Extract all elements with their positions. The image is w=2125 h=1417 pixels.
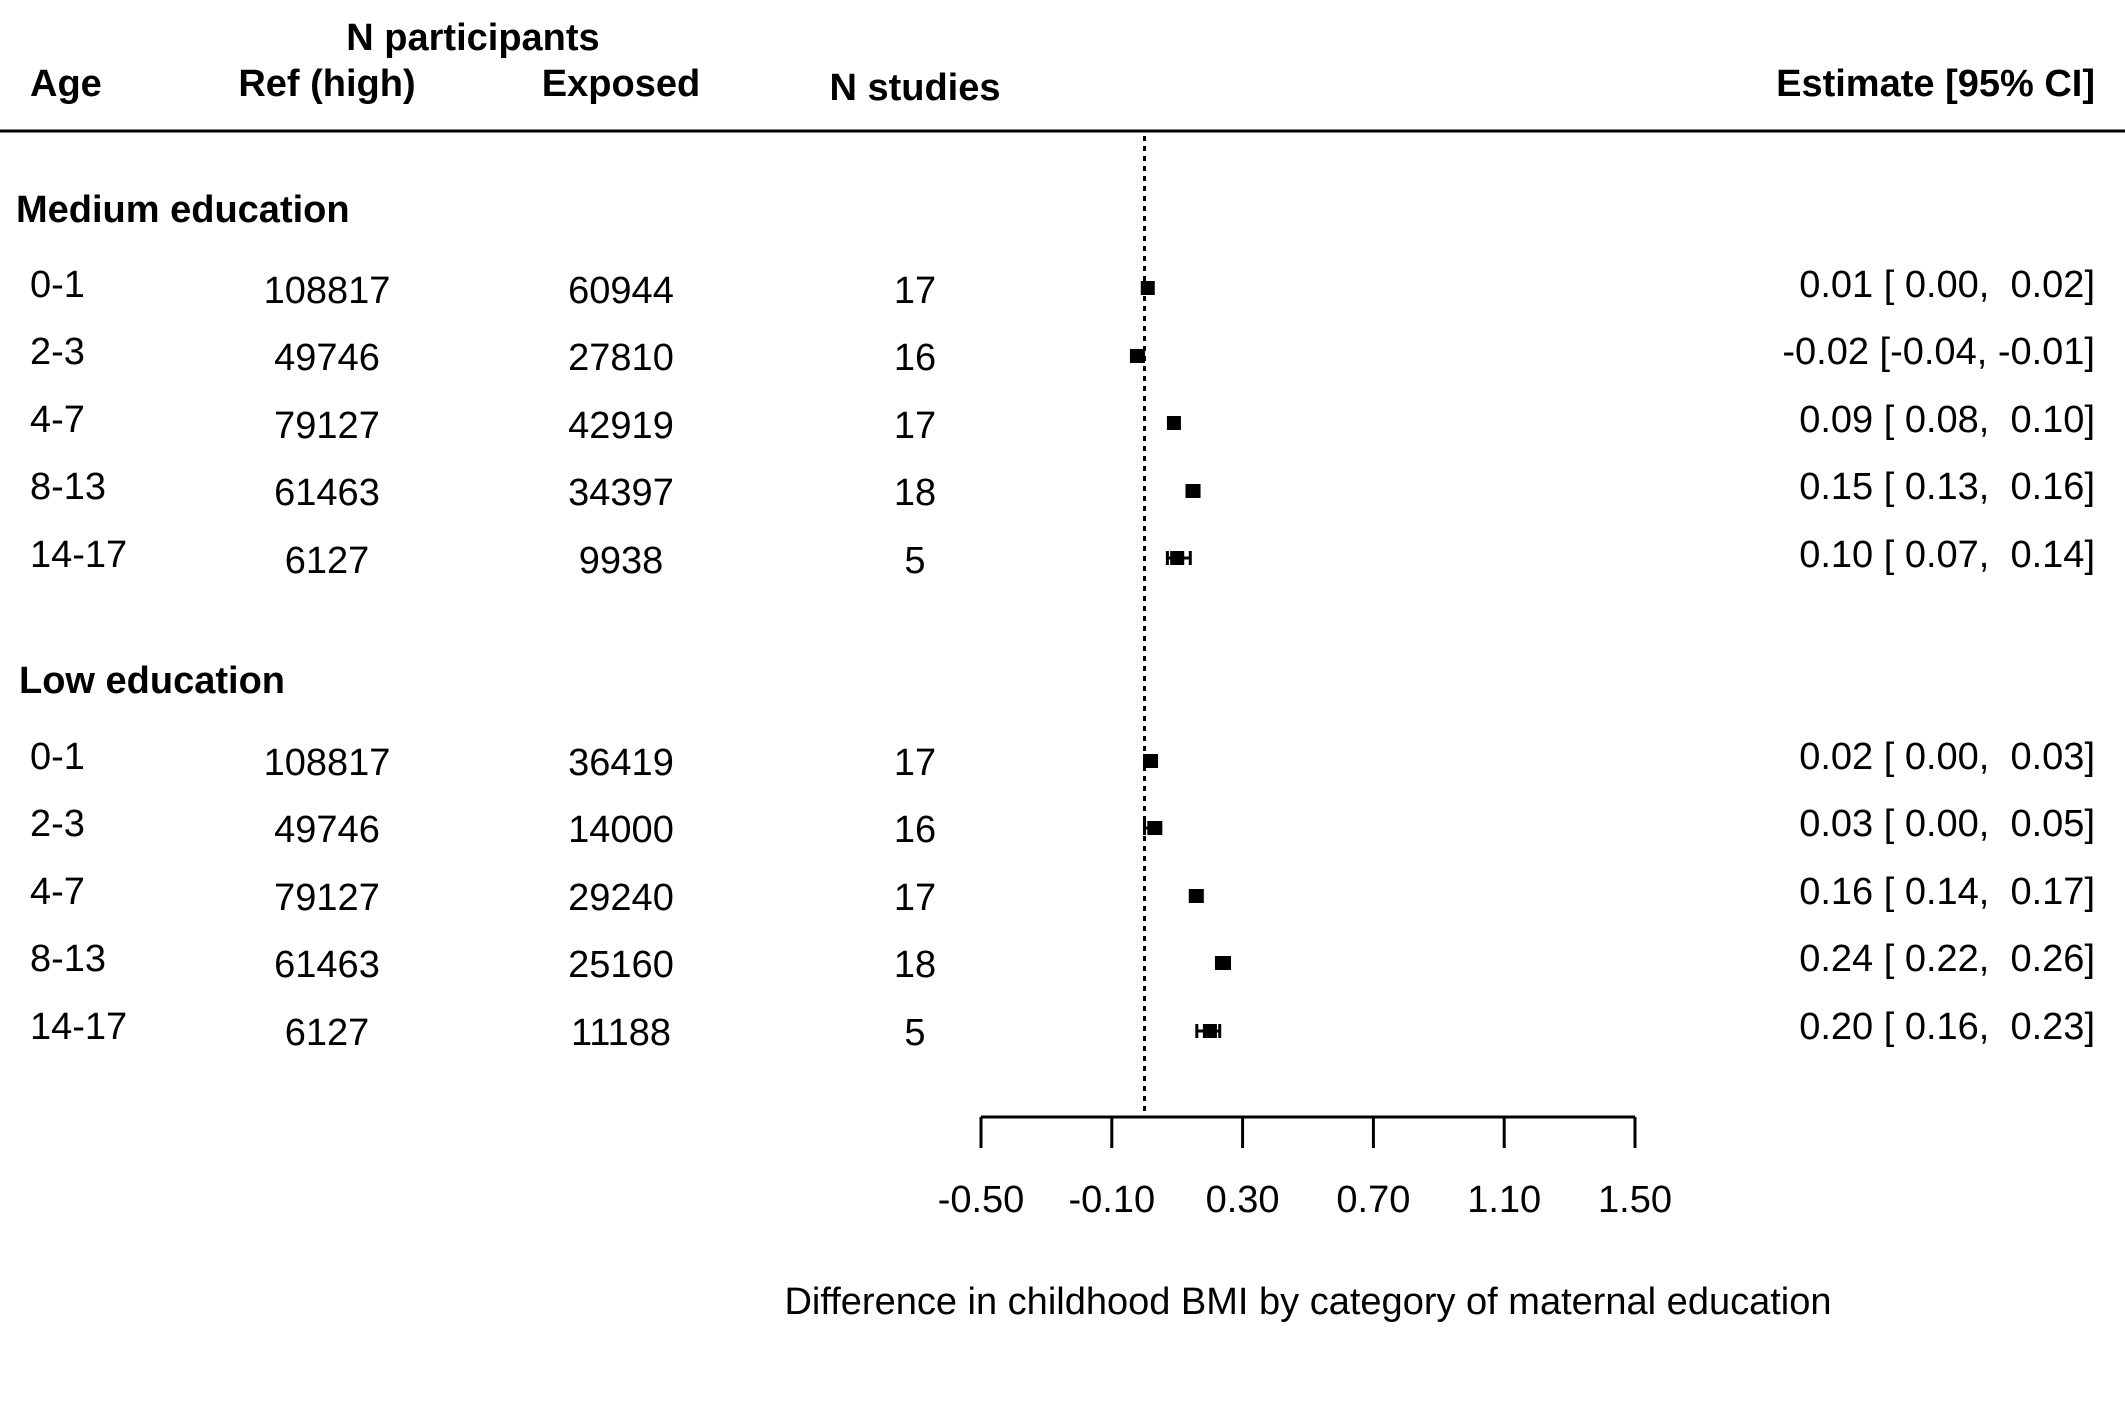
n-studies-cell: 18 bbox=[894, 472, 936, 514]
group-label-low-education: Low education bbox=[19, 660, 285, 702]
x-tick-label: -0.50 bbox=[938, 1179, 1025, 1221]
exposed-cell: 11188 bbox=[571, 1012, 671, 1054]
header-n-studies: N studies bbox=[829, 67, 1000, 109]
estimate-cell: 0.15 [ 0.13, 0.16] bbox=[1799, 466, 2095, 508]
age-cell: 2-3 bbox=[30, 803, 85, 845]
n-studies-cell: 5 bbox=[904, 1012, 925, 1054]
exposed-cell: 27810 bbox=[568, 337, 674, 379]
header-n-participants: N participants bbox=[346, 17, 599, 59]
estimate-cell: 0.20 [ 0.16, 0.23] bbox=[1799, 1006, 2095, 1048]
age-cell: 4-7 bbox=[30, 871, 85, 913]
x-tick-label: 1.10 bbox=[1467, 1179, 1541, 1221]
exposed-cell: 9938 bbox=[579, 540, 664, 582]
point-estimate bbox=[1186, 484, 1201, 498]
point-estimate bbox=[1144, 754, 1159, 768]
age-cell: 2-3 bbox=[30, 331, 85, 373]
x-axis-label: Difference in childhood BMI by category … bbox=[784, 1281, 1831, 1323]
point-estimate bbox=[1147, 821, 1162, 835]
point-estimate bbox=[1189, 889, 1204, 903]
estimate-cell: 0.09 [ 0.08, 0.10] bbox=[1799, 399, 2095, 441]
plot-marks bbox=[1129, 136, 1232, 1117]
n-studies-cell: 5 bbox=[904, 540, 925, 582]
ref-cell: 79127 bbox=[274, 405, 380, 447]
table-rows: 0-1 108817 60944 17 0.01 [ 0.00, 0.02] 2… bbox=[30, 264, 2095, 1054]
ref-cell: 61463 bbox=[274, 944, 380, 986]
x-tick-label: 0.70 bbox=[1336, 1179, 1410, 1221]
x-tick-label: 0.30 bbox=[1206, 1179, 1280, 1221]
ref-cell: 49746 bbox=[274, 809, 380, 851]
age-cell: 4-7 bbox=[30, 399, 85, 441]
n-studies-cell: 16 bbox=[894, 337, 936, 379]
n-studies-cell: 17 bbox=[894, 742, 936, 784]
x-tick-label: -0.10 bbox=[1068, 1179, 1155, 1221]
exposed-cell: 60944 bbox=[568, 270, 674, 312]
age-cell: 0-1 bbox=[30, 736, 85, 778]
header-ref: Ref (high) bbox=[238, 63, 415, 105]
n-studies-cell: 17 bbox=[894, 270, 936, 312]
estimate-cell: 0.02 [ 0.00, 0.03] bbox=[1799, 736, 2095, 778]
header-exposed: Exposed bbox=[542, 63, 700, 105]
estimate-cell: -0.02 [-0.04, -0.01] bbox=[1782, 331, 2095, 373]
n-studies-cell: 17 bbox=[894, 405, 936, 447]
n-studies-cell: 17 bbox=[894, 877, 936, 919]
age-cell: 8-13 bbox=[30, 938, 106, 980]
age-cell: 0-1 bbox=[30, 264, 85, 306]
header-row: N participants Age Ref (high) Exposed N … bbox=[30, 17, 2095, 109]
exposed-cell: 25160 bbox=[568, 944, 674, 986]
point-estimate bbox=[1140, 281, 1155, 295]
age-cell: 8-13 bbox=[30, 466, 106, 508]
exposed-cell: 42919 bbox=[568, 405, 674, 447]
x-tick-label: 1.50 bbox=[1598, 1179, 1672, 1221]
ref-cell: 6127 bbox=[285, 1012, 370, 1054]
estimate-cell: 0.16 [ 0.14, 0.17] bbox=[1799, 871, 2095, 913]
n-studies-cell: 16 bbox=[894, 809, 936, 851]
point-estimate bbox=[1170, 551, 1185, 565]
x-axis: -0.50 -0.10 0.30 0.70 1.10 1.50 bbox=[938, 1115, 1672, 1221]
exposed-cell: 34397 bbox=[568, 472, 674, 514]
n-studies-cell: 18 bbox=[894, 944, 936, 986]
point-estimate bbox=[1202, 1024, 1217, 1038]
point-estimate bbox=[1166, 416, 1181, 430]
estimate-cell: 0.24 [ 0.22, 0.26] bbox=[1799, 938, 2095, 980]
ref-cell: 108817 bbox=[264, 742, 391, 784]
ref-cell: 79127 bbox=[274, 877, 380, 919]
ref-cell: 108817 bbox=[264, 270, 391, 312]
header-age: Age bbox=[30, 63, 102, 105]
ref-cell: 6127 bbox=[285, 540, 370, 582]
group-label-medium-education: Medium education bbox=[16, 189, 350, 231]
exposed-cell: 29240 bbox=[568, 877, 674, 919]
ref-cell: 49746 bbox=[274, 337, 380, 379]
ref-cell: 61463 bbox=[274, 472, 380, 514]
header-estimate: Estimate [95% CI] bbox=[1776, 63, 2095, 105]
estimate-cell: 0.01 [ 0.00, 0.02] bbox=[1799, 264, 2095, 306]
point-estimate bbox=[1130, 349, 1145, 363]
estimate-cell: 0.03 [ 0.00, 0.05] bbox=[1799, 803, 2095, 845]
exposed-cell: 36419 bbox=[568, 742, 674, 784]
age-cell: 14-17 bbox=[30, 534, 127, 576]
point-estimate bbox=[1215, 956, 1230, 970]
age-cell: 14-17 bbox=[30, 1006, 127, 1048]
estimate-cell: 0.10 [ 0.07, 0.14] bbox=[1799, 534, 2095, 576]
exposed-cell: 14000 bbox=[568, 809, 674, 851]
